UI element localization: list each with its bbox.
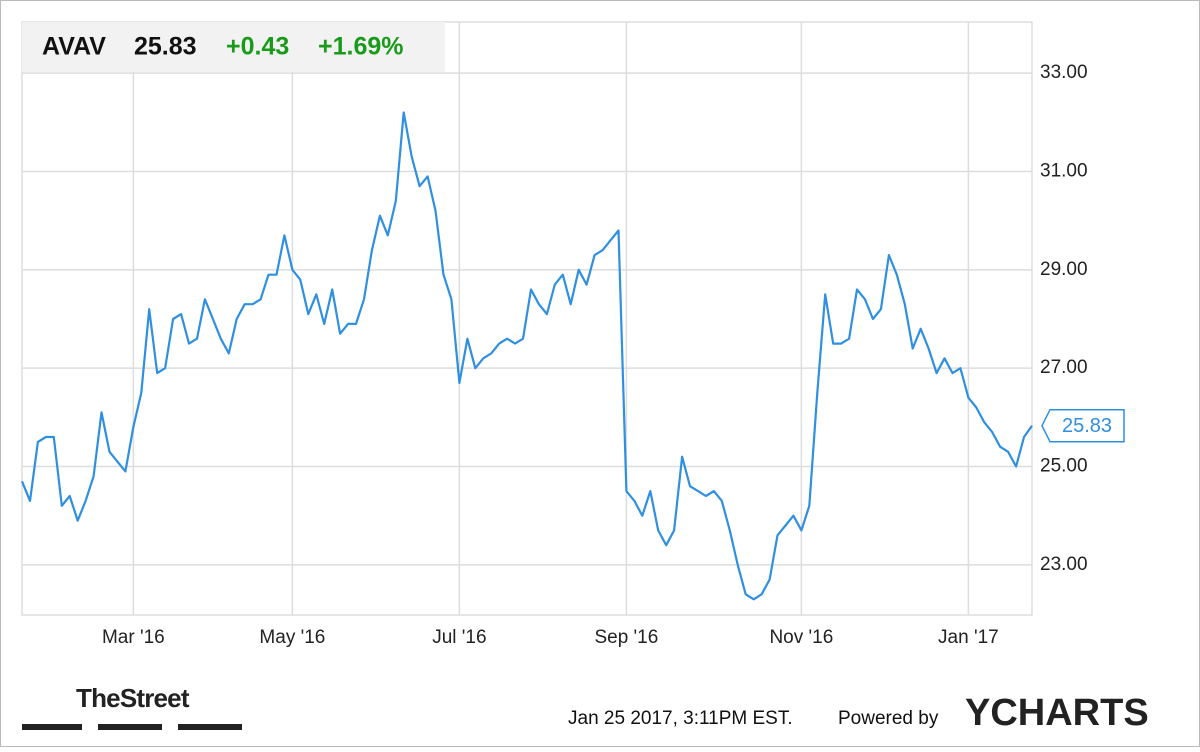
price: 25.83: [134, 33, 197, 61]
powered-by: Powered by: [838, 708, 939, 729]
y-tick-label: 23.00: [1040, 554, 1088, 575]
y-tick-label: 31.00: [1040, 160, 1088, 181]
y-tick-label: 33.00: [1040, 62, 1088, 83]
change-percent: +1.69%: [318, 33, 404, 61]
y-tick-label: 27.00: [1040, 357, 1088, 378]
logo: TheStreet: [76, 683, 190, 713]
x-tick-label: Jan '17: [938, 627, 999, 648]
y-tick-label: 29.00: [1040, 259, 1088, 280]
change: +0.43: [226, 33, 289, 61]
y-tick-label: 25.00: [1040, 456, 1088, 477]
timestamp: Jan 25 2017, 3:11PM EST.: [568, 708, 793, 729]
x-tick-label: May '16: [259, 627, 325, 648]
logo-bar: [22, 724, 82, 730]
last-price-label: 25.83: [1062, 415, 1112, 437]
header-box: [22, 22, 445, 72]
brand: YCHARTS: [965, 692, 1149, 734]
x-tick-label: Jul '16: [432, 627, 486, 648]
x-tick-label: Nov '16: [769, 627, 833, 648]
last-price-box: [1041, 408, 1125, 443]
price-line: [20, 111, 1033, 601]
logo-bar: [98, 724, 162, 730]
x-tick-label: Sep '16: [594, 627, 658, 648]
x-tick-label: Mar '16: [102, 627, 165, 648]
ticker: AVAV: [42, 33, 106, 61]
logo-bar: [178, 724, 242, 730]
